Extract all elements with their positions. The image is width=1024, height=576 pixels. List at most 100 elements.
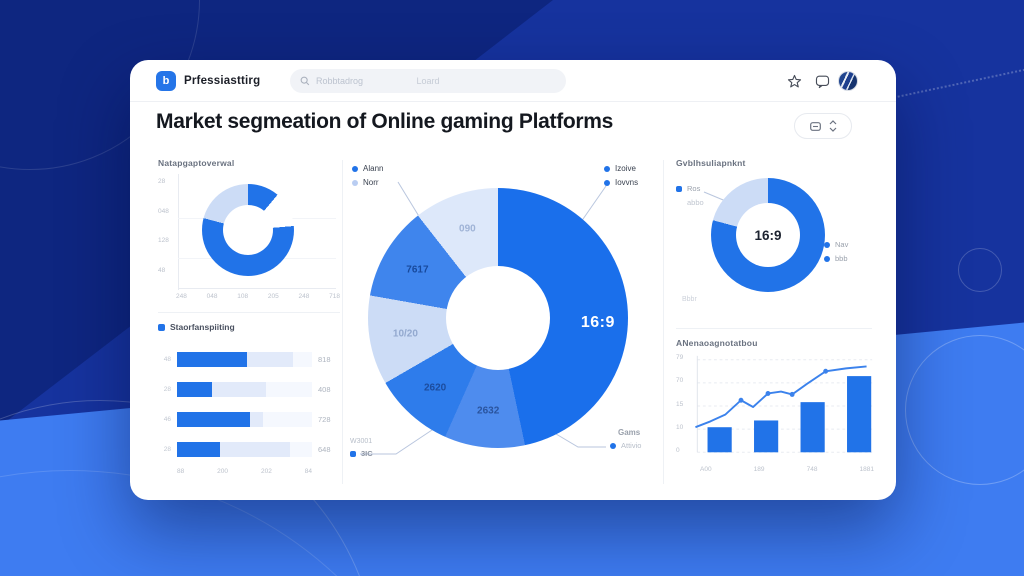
user-avatar[interactable] (838, 71, 858, 91)
aspect-ratio-icon (809, 121, 821, 131)
app-header: b Prfessiasttirg Loard (130, 60, 896, 102)
legend-dot (604, 165, 610, 172)
hbar-legend: Staorfanspiiting (158, 322, 340, 332)
view-options-button[interactable] (794, 113, 852, 139)
donut-segment-label: 090 (459, 223, 476, 235)
row-tick-label: 48 (163, 355, 171, 363)
x-tick-label: 189 (753, 466, 765, 473)
bar-value-label: 728 (318, 414, 331, 424)
legend-label: Staorfanspiiting (170, 322, 235, 332)
x-tick-label: 248 (176, 293, 187, 300)
donut-segment-label: 16:9 (580, 314, 615, 332)
y-tick-label: 128 (158, 237, 169, 245)
trend-marker (823, 368, 829, 374)
donut-segment-label: 2620 (423, 382, 447, 394)
bar-row: 28 408 (158, 374, 340, 404)
combo-bar (800, 402, 825, 453)
legend-dot (352, 165, 358, 172)
y-axis-ticks: 28 048 128 48 (158, 178, 169, 274)
legend-label: 3IC (361, 449, 373, 458)
ratio-donut-panel: Gvblhsuliapnknt Ros abbo 16:9 Nav bbb Bb… (676, 156, 876, 324)
app-window: b Prfessiasttirg Loard Market segmeation… (130, 60, 896, 500)
donut-segment-label: 10/20 (392, 328, 418, 340)
legend-right: Nav bbb (824, 240, 848, 263)
combo-bar (754, 420, 779, 453)
legend-label: Attivio (621, 441, 642, 450)
legend-label: bbb (835, 254, 848, 263)
x-tick-label: 048 (206, 293, 218, 300)
x-tick-label: 1881 (859, 466, 874, 473)
bar-row: 48 818 (158, 344, 340, 374)
chat-icon[interactable] (814, 73, 831, 90)
bar-track (177, 441, 312, 457)
row-tick-label: 28 (163, 445, 171, 453)
hbar-panel: Staorfanspiiting 48 818 28 408 46 728 28 648 88… (158, 322, 340, 482)
main-donut-panel: Alann Norr Izoive Iovvns 16:9 2632 2620 10/… (350, 156, 660, 490)
combo-chart-canvas (695, 355, 873, 453)
bar-fill-segment (177, 351, 248, 367)
ratio-center-label: 16:9 (754, 227, 782, 243)
legend-label: Norr (363, 178, 379, 187)
x-tick-label: 108 (237, 293, 249, 300)
legend-bottom-right-caption: Gams (618, 428, 641, 437)
legend-bottom-right: Attivio (610, 441, 641, 450)
combo-chart (688, 352, 874, 460)
legend-label: Alann (363, 164, 384, 173)
legend-dot (824, 241, 830, 248)
legend-bottom-left: 3IC (350, 449, 373, 458)
x-axis-ticks: 88 200 202 84 (177, 468, 312, 475)
panel-title: Gvblhsuliapnknt (676, 158, 746, 168)
combo-bar (847, 376, 872, 453)
y-axis-ticks: 79 70 15 10 0 (676, 354, 683, 454)
bar-value-label: 818 (318, 354, 331, 364)
legend-dot (352, 179, 358, 186)
legend-sublabel: abbo (687, 198, 704, 207)
brand-name: Prfessiasttirg (184, 75, 261, 87)
y-tick-label: 048 (158, 207, 169, 215)
legend-dot (676, 185, 682, 192)
main-donut-chart: 16:9 2632 2620 10/20 7617 090 (368, 188, 628, 448)
legend-dot (824, 255, 830, 262)
legend-dot (604, 179, 610, 186)
x-tick-label: 88 (177, 468, 185, 475)
background-arc (958, 248, 1002, 292)
donut-hole: 16:9 (736, 203, 800, 267)
bar-fill-segment (177, 441, 221, 457)
page-title: Market segmeation of Online gaming Platf… (156, 110, 614, 133)
panel-title: ANenaoagnotatbou (676, 338, 758, 348)
bar-value-label: 408 (318, 384, 331, 394)
bar-track (177, 411, 312, 427)
row-tick-label: 46 (163, 415, 171, 423)
legend-top-left: Alann Norr (352, 164, 383, 187)
app-logo[interactable]: b (156, 71, 176, 91)
legend-dot (350, 450, 356, 457)
x-tick-label: 200 (217, 468, 229, 475)
legend-left: Ros abbo (676, 184, 704, 207)
x-tick-label: 205 (267, 293, 279, 300)
search-bar[interactable]: Loard (290, 69, 566, 93)
bar-row: 46 728 (158, 404, 340, 434)
legend-label: Nav (835, 240, 849, 249)
trend-marker (738, 397, 744, 403)
x-axis-ticks: A00 189 748 1881 (700, 466, 874, 473)
x-axis-ticks: 248 048 108 205 248 718 (176, 293, 340, 300)
legend-label: Ros (687, 184, 701, 193)
column-divider (663, 160, 664, 484)
x-axis-line (178, 288, 336, 289)
donut-segment-label: 7617 (406, 264, 429, 276)
donut-hole (446, 266, 550, 370)
x-tick-label: 748 (806, 466, 818, 473)
legend-bottom-left-caption: W3001 (350, 438, 373, 445)
combo-bar (707, 427, 732, 453)
search-icon (300, 76, 310, 86)
stepper-icon (829, 120, 836, 132)
search-input[interactable] (316, 76, 406, 86)
legend-top-right: Izoive Iovvns (604, 164, 638, 187)
star-icon[interactable] (786, 73, 803, 90)
y-tick-label: 70 (676, 377, 684, 385)
x-tick-label: 84 (304, 468, 312, 475)
legend-dot (610, 442, 616, 449)
donut-segment-label: 2632 (477, 405, 500, 417)
x-tick-label: 718 (329, 293, 340, 300)
legend-dot (158, 323, 165, 331)
